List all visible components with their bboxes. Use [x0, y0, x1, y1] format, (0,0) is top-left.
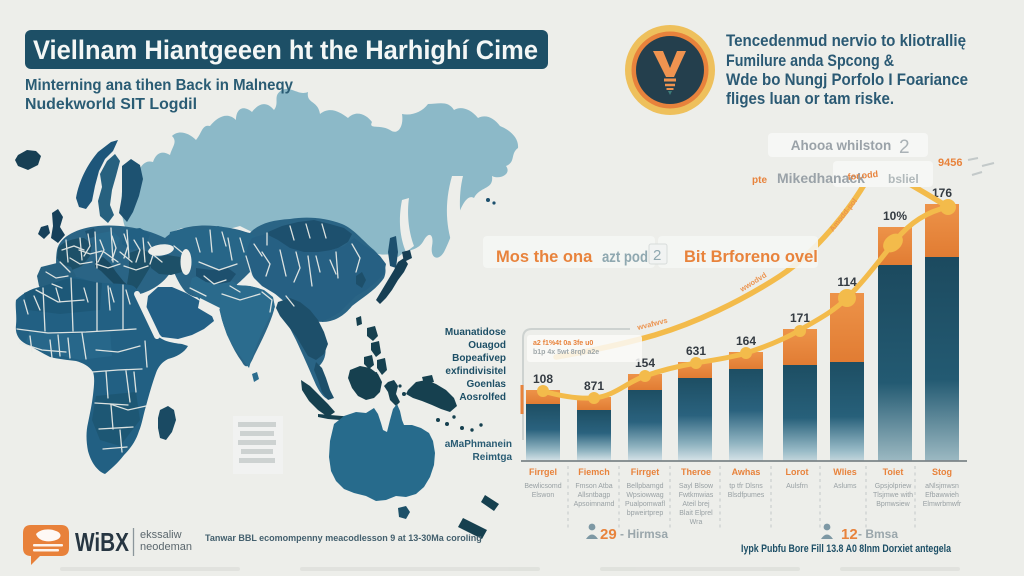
svg-text:Tencedenmud nervio to kliotral: Tencedenmud nervio to kliotrallię [726, 31, 966, 50]
svg-text:Iypk Pubfu Bore Fill 13.8 A0 8: Iypk Pubfu Bore Fill 13.8 A0 8lnm Dorxie… [741, 543, 952, 555]
svg-text:176: 176 [932, 186, 952, 200]
svg-text:10%: 10% [883, 209, 907, 223]
svg-text:Bellpbamgd: Bellpbamgd [627, 483, 664, 490]
svg-text:Firrget: Firrget [631, 467, 660, 477]
svg-text:Firrgel: Firrgel [529, 467, 557, 477]
svg-text:aNlsjmwsn: aNlsjmwsn [925, 483, 959, 490]
svg-text:Blsdfpumes: Blsdfpumes [728, 492, 765, 499]
svg-text:Wlies: Wlies [833, 467, 857, 477]
svg-text:Allsntbagp: Allsntbagp [578, 492, 611, 499]
svg-text:Awhas: Awhas [732, 467, 761, 477]
svg-text:b1p 4x 5wt 8rq0 a2e: b1p 4x 5wt 8rq0 a2e [533, 349, 599, 356]
svg-text:Ahooa whilston: Ahooa whilston [791, 138, 892, 153]
svg-text:WiBX: WiBX [75, 527, 130, 557]
svg-text:Bpmwsiew: Bpmwsiew [876, 501, 910, 508]
svg-text:Muanatidose: Muanatidose [445, 327, 507, 338]
svg-text:for.odd: for.odd [847, 169, 878, 182]
svg-text:- Hirmsa: - Hirmsa [620, 527, 668, 541]
svg-text:Aslums: Aslums [834, 483, 857, 490]
svg-text:Ouagod: Ouagod [468, 340, 506, 351]
svg-text:Bit Brforeno ovel: Bit Brforeno ovel [684, 248, 818, 266]
svg-text:Bopeafivep: Bopeafivep [452, 353, 506, 364]
svg-text:exfindivisitel: exfindivisitel [445, 366, 506, 377]
svg-text:bsliel: bsliel [888, 172, 919, 186]
svg-text:12: 12 [841, 526, 858, 543]
svg-text:Wde bo Nungj Porfolo I Foarian: Wde bo Nungj Porfolo I Foariance [726, 70, 968, 89]
svg-text:9456: 9456 [938, 157, 962, 169]
svg-text:Tanwar BBL ecomompenny meacodl: Tanwar BBL ecomompenny meacodlesson 9 at… [205, 533, 482, 543]
svg-text:108: 108 [533, 372, 553, 386]
svg-text:bpweirtprep: bpweirtprep [627, 510, 664, 517]
svg-text:- Bmsa: - Bmsa [858, 527, 898, 541]
svg-text:Toiet: Toiet [883, 467, 904, 477]
svg-text:2: 2 [899, 137, 910, 158]
svg-text:Mikedhanack: Mikedhanack [777, 170, 865, 186]
svg-text:171: 171 [790, 311, 810, 325]
svg-text:Wra: Wra [690, 519, 703, 526]
svg-text:azt pod: azt pod [602, 249, 648, 266]
svg-text:aMaPhmanein: aMaPhmanein [445, 439, 512, 450]
svg-text:29: 29 [600, 526, 617, 543]
svg-text:2: 2 [653, 247, 661, 264]
svg-text:Wpsiowwag: Wpsiowwag [626, 492, 663, 499]
svg-text:neodeman: neodeman [140, 541, 192, 553]
svg-text:Ateil brej: Ateil brej [682, 501, 710, 508]
svg-text:Gpsjolpriew: Gpsjolpriew [875, 483, 913, 490]
svg-text:Fumilure anda Spcong &: Fumilure anda Spcong & [726, 51, 894, 70]
svg-text:tp tfr Dlsns: tp tfr Dlsns [729, 483, 763, 490]
svg-text:Goenlas: Goenlas [467, 379, 507, 390]
svg-text:164: 164 [736, 334, 756, 348]
svg-text:Pualpomwafl: Pualpomwafl [625, 501, 666, 508]
svg-text:Reimtga: Reimtga [473, 452, 513, 463]
svg-text:pte: pte [752, 175, 767, 186]
svg-text:Aulsfrn: Aulsfrn [786, 483, 808, 490]
svg-text:Sayl Blsow: Sayl Blsow [679, 483, 714, 490]
svg-text:Elswon: Elswon [532, 492, 555, 499]
svg-text:Elmwrbmwfr: Elmwrbmwfr [923, 501, 962, 508]
svg-text:631: 631 [686, 344, 706, 358]
svg-text:Fwtkmwias: Fwtkmwias [679, 492, 714, 499]
svg-text:ekssaliw: ekssaliw [140, 529, 182, 541]
svg-text:fliges luan or tam riske.: fliges luan or tam riske. [726, 89, 894, 108]
svg-text:Aosrolfed: Aosrolfed [459, 392, 506, 403]
svg-text:871: 871 [584, 379, 604, 393]
svg-text:Blait Elprel: Blait Elprel [679, 510, 713, 517]
svg-text:a2 f1%4t 0a 3fe u0: a2 f1%4t 0a 3fe u0 [533, 340, 593, 347]
svg-text:Theroe: Theroe [681, 467, 711, 477]
svg-text:Apsoimnamd: Apsoimnamd [574, 501, 615, 508]
svg-text:Tlsjmwe with: Tlsjmwe with [873, 492, 913, 499]
svg-text:Nudekworld SIT Logdil: Nudekworld SIT Logdil [25, 96, 197, 113]
svg-text:114: 114 [837, 275, 857, 289]
svg-text:Efbawwieh: Efbawwieh [925, 492, 959, 499]
svg-text:Stog: Stog [932, 467, 952, 477]
svg-text:Bewlicsomd: Bewlicsomd [524, 483, 561, 490]
svg-text:Fiemch: Fiemch [578, 467, 610, 477]
svg-text:Lorot: Lorot [786, 467, 809, 477]
svg-text:Mos the ona: Mos the ona [496, 248, 593, 266]
svg-text:Fmson Atba: Fmson Atba [575, 483, 612, 490]
svg-text:Minterning ana tihen Back in M: Minterning ana tihen Back in Malneqy [25, 77, 293, 94]
svg-text:Viellnam Hiantgeeen ht the Har: Viellnam Hiantgeeen ht the Harhighí Cime [33, 35, 538, 65]
